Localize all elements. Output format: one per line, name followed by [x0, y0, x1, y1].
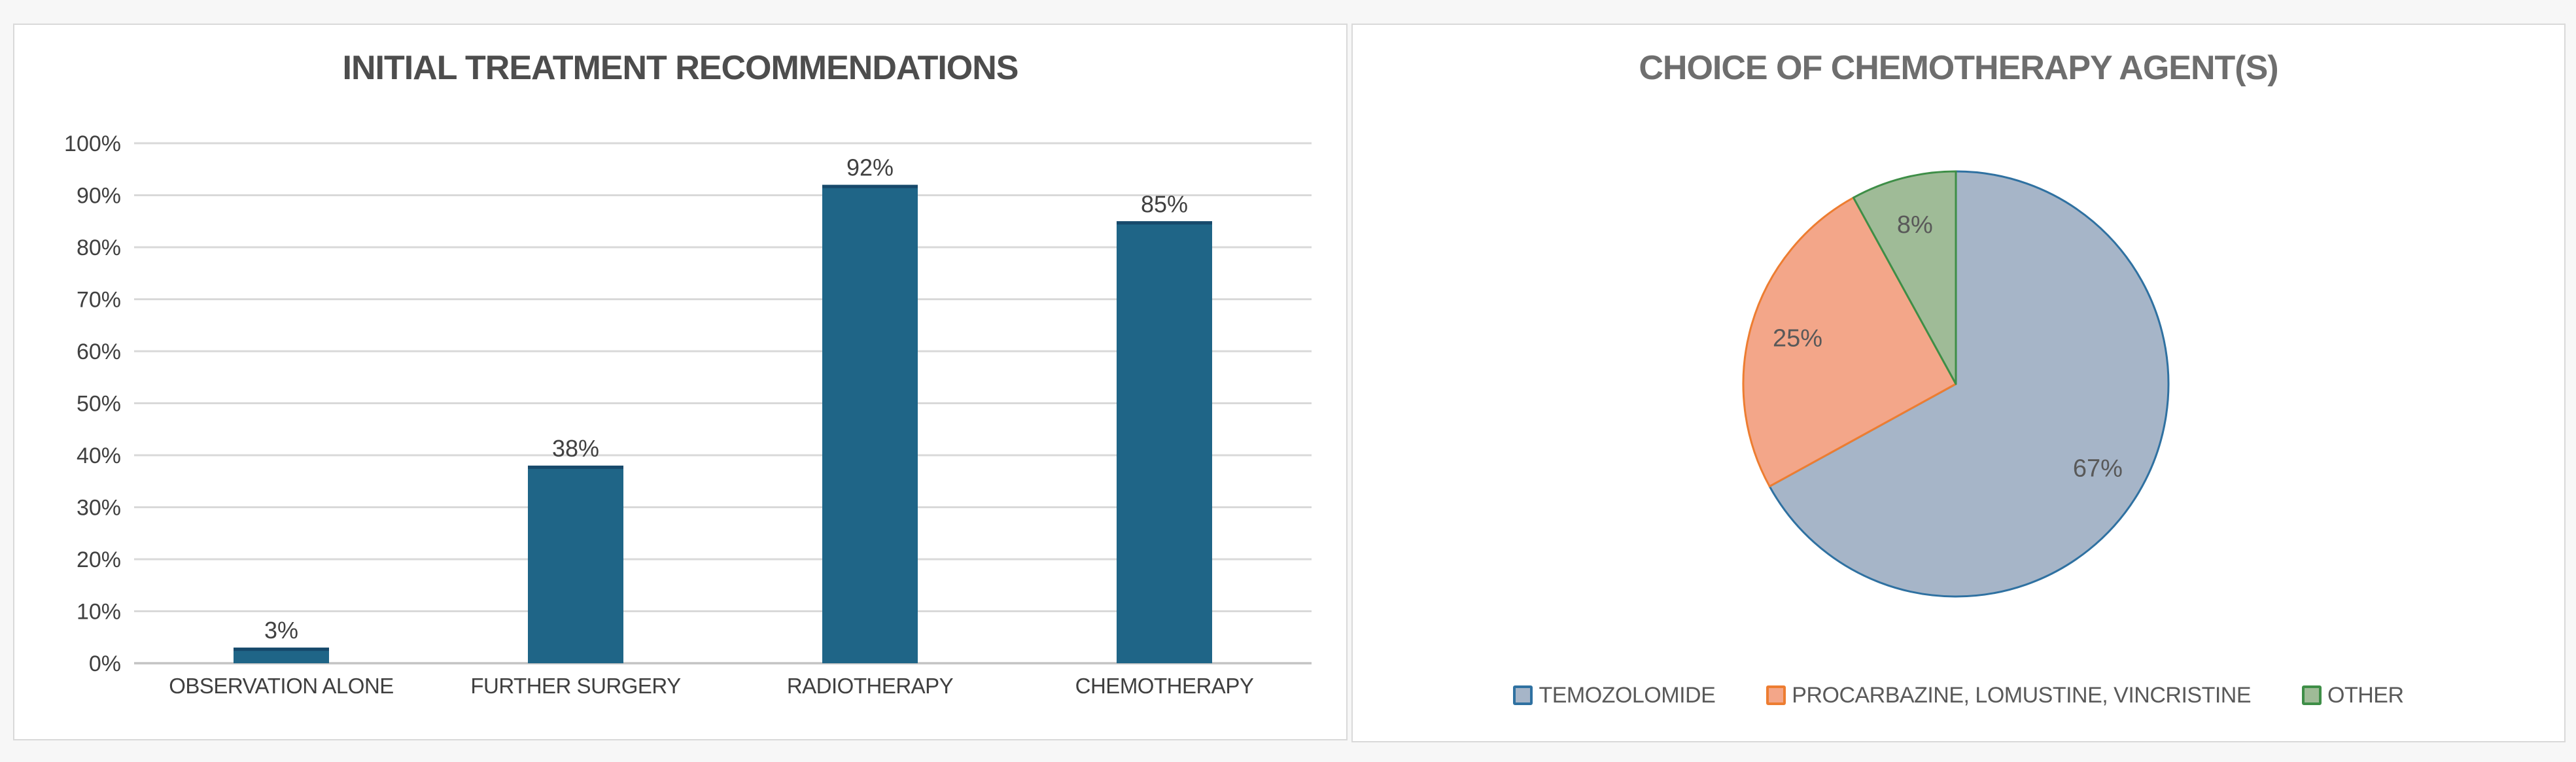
pie-chart-title: CHOICE OF CHEMOTHERAPY AGENT(S)	[1639, 49, 2278, 87]
x-axis-category-label: CHEMOTHERAPY	[1075, 674, 1254, 698]
y-axis-tick-label: 70%	[77, 288, 121, 313]
bar	[822, 184, 918, 664]
bar-top-edge	[1117, 221, 1212, 225]
bar	[234, 648, 329, 663]
pie-legend: TEMOZOLOMIDE PROCARBAZINE, LOMUSTINE, VIN…	[1353, 678, 2564, 712]
legend-label: TEMOZOLOMIDE	[1539, 682, 1716, 708]
x-axis-category-label: OBSERVATION ALONE	[169, 674, 394, 698]
legend-item: OTHER	[2302, 683, 2404, 708]
bar-data-label: 38%	[552, 435, 599, 462]
bar-data-label: 3%	[264, 617, 298, 644]
bar-chart-canvas: 0% 10% 20% 30% 40% 50% 60% 70% 80% 90% 100% 3% OBSER…	[64, 131, 1312, 698]
y-axis-tick-label: 0%	[89, 651, 121, 676]
pie-chart-panel: CHOICE OF CHEMOTHERAPY AGENT(S) 67% 25% 8%…	[1351, 24, 2566, 742]
pie-data-label: 8%	[1897, 211, 1933, 239]
legend-label: OTHER	[2327, 682, 2404, 708]
bar-chart-title: INITIAL TREATMENT RECOMMENDATIONS	[342, 49, 1019, 87]
bar	[528, 465, 623, 663]
y-axis-tick-label: 100%	[64, 131, 121, 156]
pie-data-label: 67%	[2073, 455, 2123, 482]
y-axis-tick-label: 10%	[77, 600, 121, 625]
pie-slice	[1852, 170, 1957, 385]
legend-marker-icon	[1513, 685, 1533, 705]
y-axis-tick-label: 90%	[77, 184, 121, 209]
bar-data-label: 85%	[1141, 190, 1188, 217]
pie-chart-canvas: 67% 25% 8%	[1742, 170, 2170, 598]
y-axis-tick-label: 40%	[77, 443, 121, 468]
bar-data-label: 92%	[846, 154, 894, 181]
y-axis-tick-label: 80%	[77, 235, 121, 260]
bar	[1117, 221, 1212, 663]
bar-top-edge	[528, 465, 623, 469]
y-axis-tick-label: 20%	[77, 547, 121, 572]
bar-top-edge	[822, 184, 918, 188]
x-axis-category-label: RADIOTHERAPY	[787, 674, 954, 698]
legend-marker-icon	[2302, 685, 2322, 705]
pie-slice	[1742, 196, 1957, 488]
y-axis-tick-label: 30%	[77, 496, 121, 521]
legend-item: TEMOZOLOMIDE	[1513, 682, 1716, 708]
bar-top-edge	[234, 648, 329, 651]
pie-data-label: 25%	[1773, 325, 1822, 353]
legend-item: PROCARBAZINE, LOMUSTINE, VINCRISTINE	[1766, 682, 2252, 708]
y-axis-tick-label: 50%	[77, 392, 121, 417]
pie-slice	[1768, 170, 2170, 598]
x-axis-category-label: FURTHER SURGERY	[470, 674, 681, 698]
y-axis-tick-label: 60%	[77, 339, 121, 364]
bar-chart-panel: INITIAL TREATMENT RECOMMENDATIONS 0% 10% 2…	[13, 24, 1348, 740]
legend-label: PROCARBAZINE, LOMUSTINE, VINCRISTINE	[1792, 682, 2252, 708]
legend-marker-icon	[1766, 685, 1786, 705]
